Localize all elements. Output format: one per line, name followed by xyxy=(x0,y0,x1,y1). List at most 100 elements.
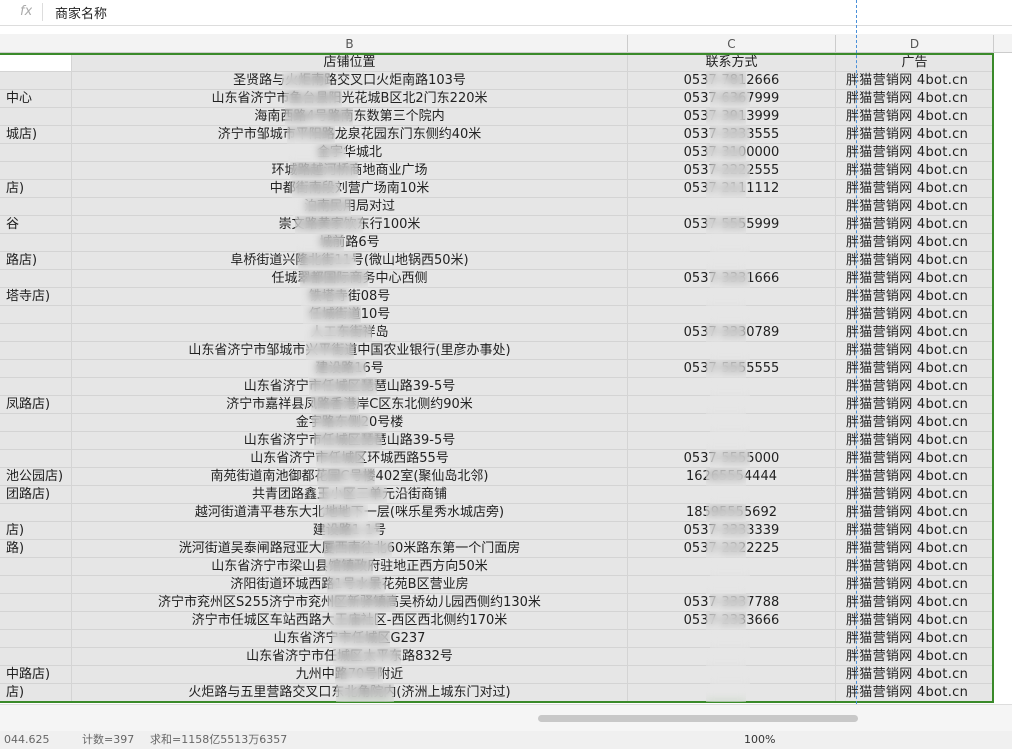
cell[interactable]: 胖猫营销网 4bot.cn xyxy=(836,324,994,342)
cell[interactable] xyxy=(0,558,72,576)
cell[interactable] xyxy=(0,414,72,432)
blur-mask xyxy=(706,324,746,342)
cell[interactable]: 胖猫营销网 4bot.cn xyxy=(836,180,994,198)
cell[interactable] xyxy=(0,234,72,252)
cell[interactable]: 胖猫营销网 4bot.cn xyxy=(836,216,994,234)
cell[interactable]: 胖猫营销网 4bot.cn xyxy=(836,540,994,558)
cell[interactable] xyxy=(0,270,72,288)
blur-mask xyxy=(312,414,370,432)
cell[interactable] xyxy=(0,378,72,396)
cell[interactable]: 胖猫营销网 4bot.cn xyxy=(836,396,994,414)
cell[interactable]: 胖猫营销网 4bot.cn xyxy=(836,594,994,612)
cell[interactable]: 胖猫营销网 4bot.cn xyxy=(836,414,994,432)
cell[interactable] xyxy=(0,504,72,522)
fx-icon: fx xyxy=(20,4,33,19)
cell[interactable] xyxy=(0,612,72,630)
cell[interactable]: 中心 xyxy=(0,90,72,108)
cell[interactable] xyxy=(0,198,72,216)
cell[interactable] xyxy=(0,306,72,324)
cell[interactable]: 店) xyxy=(0,180,72,198)
cell[interactable]: 胖猫营销网 4bot.cn xyxy=(836,144,994,162)
cell[interactable] xyxy=(0,450,72,468)
blur-mask xyxy=(710,270,750,288)
blur-mask xyxy=(319,486,387,504)
cell[interactable] xyxy=(0,576,72,594)
cell[interactable]: 胖猫营销网 4bot.cn xyxy=(836,558,994,576)
cell[interactable]: 店) xyxy=(0,522,72,540)
cell[interactable]: 店) xyxy=(0,684,72,702)
blur-mask xyxy=(317,468,375,486)
blur-mask xyxy=(706,504,746,522)
cell[interactable] xyxy=(0,360,72,378)
cell[interactable]: 胖猫营销网 4bot.cn xyxy=(836,450,994,468)
cell[interactable]: 胖猫营销网 4bot.cn xyxy=(836,648,994,666)
cell[interactable] xyxy=(0,72,72,90)
header-cell: 广告 xyxy=(836,54,994,72)
cell[interactable]: 胖猫营销网 4bot.cn xyxy=(836,90,994,108)
cell[interactable]: 胖猫营销网 4bot.cn xyxy=(836,360,994,378)
cell[interactable]: 胖猫营销网 4bot.cn xyxy=(836,486,994,504)
cell[interactable]: 池公园店) xyxy=(0,468,72,486)
cell[interactable] xyxy=(0,144,72,162)
header-cell: 联系方式 xyxy=(628,54,836,72)
blur-mask xyxy=(293,198,351,216)
cell[interactable]: 城店) xyxy=(0,126,72,144)
blur-mask xyxy=(287,126,335,144)
cell[interactable]: 胖猫营销网 4bot.cn xyxy=(836,666,994,684)
cell[interactable]: 胖猫营销网 4bot.cn xyxy=(836,630,994,648)
cell[interactable]: 胖猫营销网 4bot.cn xyxy=(836,342,994,360)
blur-mask xyxy=(710,594,750,612)
cell[interactable]: 胖猫营销网 4bot.cn xyxy=(836,684,994,702)
cell[interactable]: 凤路店) xyxy=(0,396,72,414)
cell[interactable]: 胖猫营销网 4bot.cn xyxy=(836,198,994,216)
cell[interactable]: 城前路6号 xyxy=(72,234,628,252)
zoom-level[interactable]: 100% xyxy=(744,733,776,746)
cell[interactable]: 胖猫营销网 4bot.cn xyxy=(836,234,994,252)
cell[interactable]: 胖猫营销网 4bot.cn xyxy=(836,576,994,594)
cell[interactable]: 路) xyxy=(0,540,72,558)
blur-mask xyxy=(706,612,746,630)
blur-mask xyxy=(710,198,750,216)
cell[interactable]: 胖猫营销网 4bot.cn xyxy=(836,162,994,180)
cell[interactable]: 中路店) xyxy=(0,666,72,684)
cell[interactable]: 胖猫营销网 4bot.cn xyxy=(836,270,994,288)
cell[interactable]: 胖猫营销网 4bot.cn xyxy=(836,504,994,522)
cell[interactable]: 济宁市邹城市平阳路龙泉花园东门东侧约40米 xyxy=(72,126,628,144)
cell[interactable] xyxy=(0,108,72,126)
cell[interactable]: 团路店) xyxy=(0,486,72,504)
cell[interactable]: 胖猫营销网 4bot.cn xyxy=(836,432,994,450)
cell[interactable]: 中都街南段刘营广场南10米 xyxy=(72,180,628,198)
cell[interactable]: 胖猫营销网 4bot.cn xyxy=(836,126,994,144)
cell[interactable]: 谷 xyxy=(0,216,72,234)
cell[interactable]: 胖猫营销网 4bot.cn xyxy=(836,72,994,90)
cell[interactable]: 胖猫营销网 4bot.cn xyxy=(836,468,994,486)
blur-mask xyxy=(284,90,342,108)
cell[interactable]: 山东省济宁市鱼台县阳光花城B区北2门东220米 xyxy=(72,90,628,108)
cell[interactable]: 金宇华城北 xyxy=(72,144,628,162)
cell[interactable]: 胖猫营销网 4bot.cn xyxy=(836,378,994,396)
cell[interactable] xyxy=(0,594,72,612)
status-item: 044.625 xyxy=(4,733,50,746)
cell[interactable]: 胖猫营销网 4bot.cn xyxy=(836,108,994,126)
cell[interactable] xyxy=(0,342,72,360)
cell[interactable]: 胖猫营销网 4bot.cn xyxy=(836,306,994,324)
scrollbar-thumb[interactable] xyxy=(538,715,858,722)
cell[interactable]: 塔寺店) xyxy=(0,288,72,306)
blur-mask xyxy=(314,432,382,450)
cell[interactable] xyxy=(0,648,72,666)
cell[interactable]: 胖猫营销网 4bot.cn xyxy=(836,522,994,540)
cell[interactable]: 胖猫营销网 4bot.cn xyxy=(836,612,994,630)
cell[interactable] xyxy=(0,630,72,648)
blur-mask xyxy=(710,126,750,144)
formula-content[interactable]: 商家名称 xyxy=(55,7,108,22)
blur-mask xyxy=(324,540,392,558)
cell[interactable] xyxy=(0,162,72,180)
cell[interactable]: 胖猫营销网 4bot.cn xyxy=(836,288,994,306)
blur-mask xyxy=(308,360,366,378)
cell[interactable]: 圣贤路与火炬南路交叉口火炬南路103号 xyxy=(72,72,628,90)
cell[interactable]: 路店) xyxy=(0,252,72,270)
cell[interactable]: 铁塔寺街08号 xyxy=(72,288,628,306)
cell[interactable] xyxy=(0,324,72,342)
cell[interactable] xyxy=(0,432,72,450)
cell[interactable]: 胖猫营销网 4bot.cn xyxy=(836,252,994,270)
